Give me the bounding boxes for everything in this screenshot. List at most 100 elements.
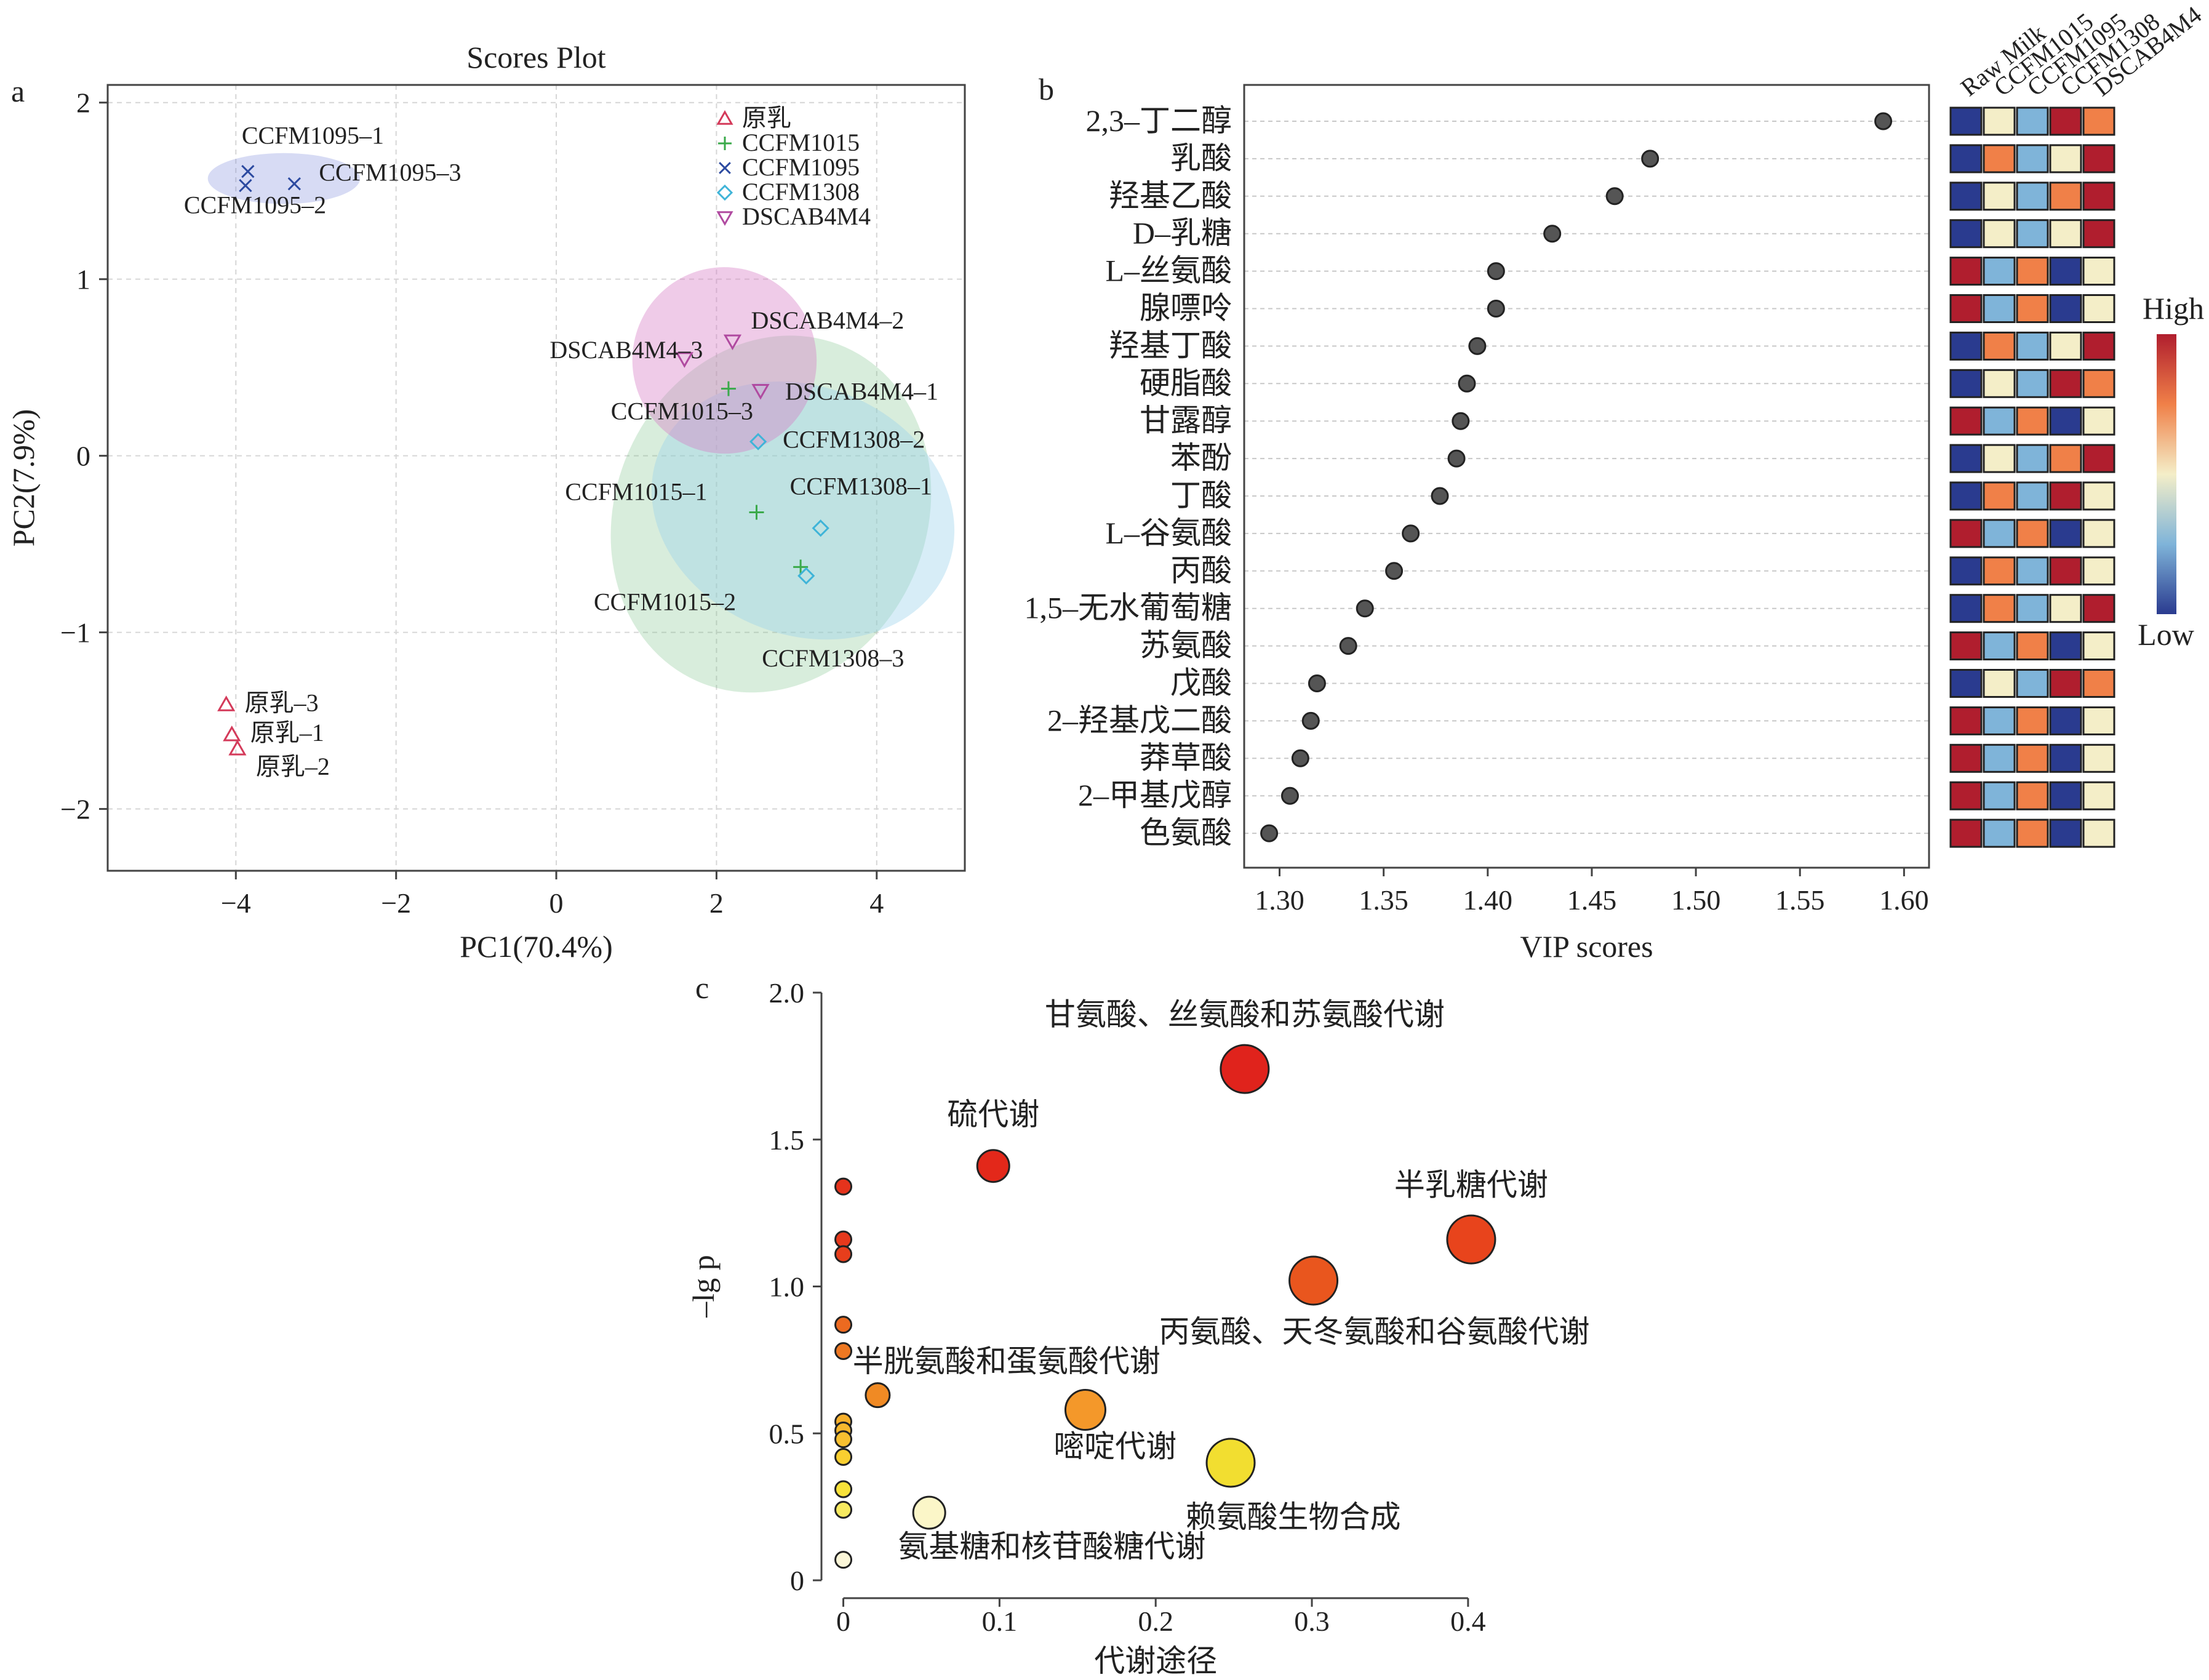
- metabolite-label: 丁酸: [1170, 478, 1232, 513]
- panel-b-label: b: [1039, 72, 1054, 106]
- heatmap-cell: [2082, 818, 2115, 848]
- heatmap-cell: [1983, 818, 2016, 848]
- heatmap-cell: [1949, 331, 1983, 361]
- legend-label: CCFM1308: [742, 178, 860, 206]
- heatmap-cell: [1983, 669, 2016, 698]
- heatmap-cell: [2016, 406, 2049, 436]
- x-tick-label: 1.55: [1775, 884, 1825, 916]
- heatmap-cell: [2082, 294, 2115, 323]
- pathway-bubble: [834, 1230, 853, 1249]
- heatmap-cell: [1983, 631, 2016, 661]
- pathway-label: 嘧啶代谢: [1053, 1429, 1176, 1463]
- heatmap-cell: [2016, 669, 2049, 698]
- heatmap-cell: [2016, 818, 2049, 848]
- legend-label: CCFM1015: [742, 129, 860, 156]
- marker-triangle-down: [716, 211, 733, 226]
- confidence-ellipse: [207, 153, 361, 204]
- metabolite-label: 硬脂酸: [1140, 366, 1232, 400]
- heatmap-cell: [2016, 369, 2049, 398]
- legend-label: DSCAB4M4: [742, 202, 871, 230]
- point-label: DSCAB4M4–2: [751, 306, 904, 334]
- heatmap-cell: [2016, 144, 2049, 174]
- scores-plot: −4 −2 0 2 4 −2 −1 0 1 2 Scores Plot PC1(70.4%) PC2(7…: [6, 40, 966, 964]
- pathway-bubble: [1064, 1389, 1106, 1431]
- marker-x: [241, 164, 255, 178]
- heatmap-cell: [2049, 369, 2082, 398]
- x-tick-label: 1.35: [1359, 884, 1408, 916]
- heatmap-cell: [1949, 556, 1983, 586]
- heatmap-cell: [2082, 444, 2115, 473]
- metabolite-label: 莽草酸: [1140, 740, 1232, 775]
- vip-point: [1339, 637, 1357, 655]
- metabolite-label: 甘露醇: [1140, 403, 1232, 438]
- plot-frame: [1243, 84, 1930, 869]
- point-label: CCFM1015–1: [565, 478, 707, 505]
- heatmap-cell: [1983, 182, 2016, 211]
- heatmap-cell: [2016, 106, 2049, 136]
- pathway-bubble: [834, 1551, 853, 1569]
- heatmap-cell: [1983, 481, 2016, 511]
- marker-diamond: [812, 519, 829, 537]
- pathway-bubble: [834, 1500, 853, 1519]
- heatmap-cell: [2082, 219, 2115, 249]
- metabolite-label: 苏氨酸: [1140, 628, 1232, 663]
- colorbar: [2157, 334, 2176, 614]
- metabolite-label: 2–甲基戊醇: [1078, 778, 1232, 812]
- x-axis-title: 代谢途径: [1094, 1644, 1217, 1678]
- heatmap-cell: [2082, 706, 2115, 735]
- point-label: CCFM1015–3: [611, 398, 753, 425]
- y-tick-label: −2: [60, 794, 90, 825]
- point-label: CCFM1015–2: [594, 588, 736, 615]
- y-tick-label: 1.0: [769, 1271, 805, 1303]
- marker-x: [287, 177, 301, 191]
- marker-plus: [721, 381, 736, 396]
- vip-point: [1605, 187, 1624, 206]
- point-label: DSCAB4M4–1: [785, 377, 938, 405]
- heatmap-cell: [2049, 219, 2082, 249]
- y-axis-title: –lg p: [686, 1255, 721, 1318]
- heatmap-cell: [2016, 481, 2049, 511]
- heatmap-cell: [2016, 594, 2049, 623]
- heatmap-cell: [1983, 369, 2016, 398]
- heatmap-cell: [2049, 406, 2082, 436]
- marker-triangle-up: [228, 739, 247, 756]
- heatmap-cell: [1949, 294, 1983, 323]
- x-tick-label: 0.2: [1138, 1606, 1173, 1637]
- marker-x: [239, 178, 252, 193]
- heatmap-cell: [2016, 781, 2049, 810]
- pathway-label: 甘氨酸、丝氨酸和苏氨酸代谢: [1045, 998, 1445, 1032]
- heatmap-cell: [1983, 106, 2016, 136]
- heatmap-cell: [2082, 106, 2115, 136]
- heatmap-cell: [1949, 706, 1983, 735]
- heatmap-cell: [2049, 781, 2082, 810]
- marker-plus: [749, 505, 764, 520]
- x-tick-label: −2: [381, 887, 411, 919]
- heatmap-cell: [1949, 182, 1983, 211]
- marker-diamond: [797, 567, 815, 585]
- pathway-label: 半胱氨酸和蛋氨酸代谢: [853, 1344, 1160, 1378]
- x-axis-title: VIP scores: [1520, 929, 1653, 964]
- heatmap-cell: [2016, 257, 2049, 286]
- heatmap-cell: [2049, 331, 2082, 361]
- heatmap-cell: [1983, 781, 2016, 810]
- panel-a-label: a: [11, 74, 25, 108]
- heatmap-cell: [1983, 743, 2016, 773]
- vip-point: [1452, 412, 1470, 430]
- pathway-bubble: [834, 1480, 853, 1498]
- vip-plot: 2,3–丁二醇乳酸羟基乙酸D–乳糖L–丝氨酸腺嘌呤羟基丁酸硬脂酸甘露醇苯酚丁酸L…: [1025, 1, 2207, 964]
- y-axis-title: PC2(7.9%): [6, 409, 41, 547]
- heatmap-cell: [1949, 444, 1983, 473]
- heatmap-cell: [2049, 594, 2082, 623]
- marker-triangle-up: [223, 726, 241, 742]
- metabolite-label: L–谷氨酸: [1105, 516, 1232, 550]
- x-axis-title: PC1(70.4%): [460, 929, 613, 964]
- pathway-bubble: [976, 1149, 1010, 1183]
- heatmap-cell: [1949, 106, 1983, 136]
- heatmap-cell: [2082, 257, 2115, 286]
- x-tick-label: 0: [549, 887, 564, 919]
- marker-triangle-up: [716, 110, 733, 125]
- heatmap-cell: [2016, 519, 2049, 548]
- heatmap-cell: [1949, 144, 1983, 174]
- vip-point: [1447, 449, 1466, 468]
- heatmap-cell: [2082, 406, 2115, 436]
